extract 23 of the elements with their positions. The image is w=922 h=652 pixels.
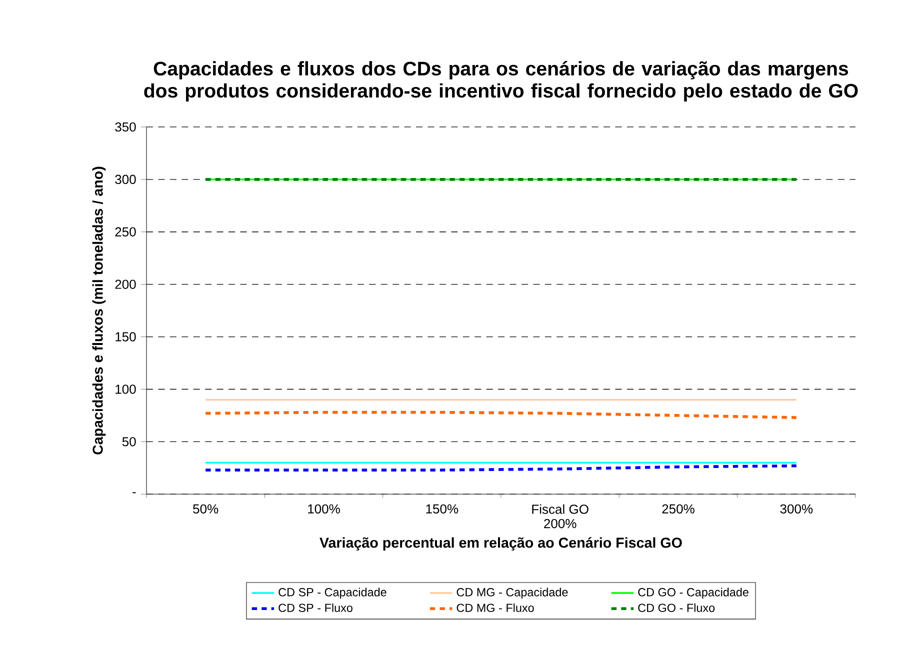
y-tick-label: 200 — [115, 280, 136, 289]
y-tick-label: 250 — [115, 227, 136, 236]
y-tick-label: 300 — [115, 174, 136, 184]
chart-title: Capacidades e fluxos dos CDs para os cenários de variação das margens dos produtos considerando-se incentivo fiscal fornecido pelo estado de GO — [144, 60, 858, 102]
x-tick-label: 50% — [193, 504, 218, 514]
y-tick-label: - — [132, 492, 136, 494]
legend-label: CD GO - Fluxo — [638, 603, 715, 612]
x-tick-label: 100% — [308, 504, 340, 514]
x-tick-label: 300% — [780, 504, 813, 514]
y-tick-label: 100 — [116, 384, 136, 394]
y-axis-title: Capacidades e fluxos (mil toneladas / ano) — [92, 166, 106, 454]
x-tick-label: Fiscal GO 200% — [532, 504, 588, 528]
legend-label: CD SP - Capacidade — [278, 588, 386, 598]
y-tick-label: 50 — [122, 436, 136, 446]
x-axis-title: Variação percentual em relação ao Cenário Fiscal GO — [320, 536, 682, 550]
legend-label: CD MG - Capacidade — [456, 588, 568, 598]
y-tick-label: 350 — [115, 122, 136, 132]
legend-label: CD MG - Fluxo — [456, 603, 534, 612]
legend-label: CD GO - Capacidade — [638, 588, 748, 598]
x-tick-label: 150% — [426, 504, 458, 514]
x-tick-label: 250% — [662, 504, 694, 514]
y-tick-label: 150 — [116, 332, 136, 342]
legend-label: CD SP - Fluxo — [278, 603, 352, 612]
